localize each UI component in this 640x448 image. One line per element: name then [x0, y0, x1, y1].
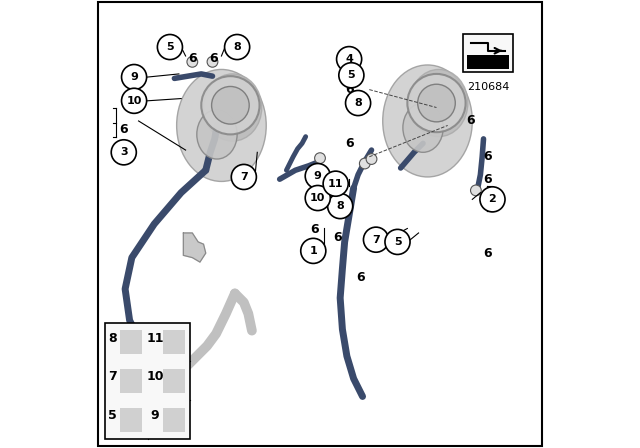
Text: 6: 6 — [188, 52, 196, 65]
Bar — [120, 369, 143, 393]
Circle shape — [305, 164, 330, 189]
Text: 9: 9 — [151, 409, 159, 422]
Text: 7: 7 — [240, 172, 248, 182]
Text: 6: 6 — [367, 237, 376, 251]
Text: 9: 9 — [314, 171, 322, 181]
Text: 9: 9 — [130, 72, 138, 82]
Ellipse shape — [197, 110, 237, 159]
Circle shape — [337, 47, 362, 72]
Circle shape — [385, 229, 410, 254]
Text: 6: 6 — [209, 52, 218, 65]
Circle shape — [346, 90, 371, 116]
Bar — [163, 408, 185, 432]
Circle shape — [111, 140, 136, 165]
Bar — [467, 55, 509, 69]
Text: 8: 8 — [336, 201, 344, 211]
Circle shape — [364, 227, 388, 252]
Text: 7: 7 — [108, 370, 117, 383]
Text: 210684: 210684 — [467, 82, 509, 91]
Text: 6: 6 — [310, 223, 319, 237]
Bar — [105, 323, 190, 439]
Text: 6: 6 — [346, 137, 355, 150]
Bar — [463, 34, 513, 72]
Circle shape — [360, 158, 370, 169]
Text: 6: 6 — [346, 83, 355, 96]
Ellipse shape — [383, 65, 472, 177]
Text: 5: 5 — [166, 42, 173, 52]
Text: 6: 6 — [484, 150, 492, 164]
Circle shape — [328, 194, 353, 219]
Circle shape — [418, 84, 455, 122]
Circle shape — [225, 34, 250, 60]
Text: 1: 1 — [309, 246, 317, 256]
Ellipse shape — [403, 103, 443, 152]
Circle shape — [315, 153, 325, 164]
Text: 11: 11 — [147, 332, 164, 345]
Text: 5: 5 — [394, 237, 401, 247]
Circle shape — [187, 56, 198, 67]
Bar — [120, 408, 143, 432]
Circle shape — [408, 74, 466, 132]
Circle shape — [122, 65, 147, 90]
Circle shape — [122, 88, 147, 113]
Text: 6: 6 — [484, 246, 492, 260]
Text: 8: 8 — [233, 42, 241, 52]
Circle shape — [212, 86, 249, 124]
Circle shape — [339, 63, 364, 88]
Circle shape — [231, 164, 257, 190]
Text: 3: 3 — [120, 147, 127, 157]
Circle shape — [323, 171, 348, 196]
Bar — [163, 369, 185, 393]
Text: 5: 5 — [348, 70, 355, 80]
Ellipse shape — [410, 69, 468, 137]
Text: 6: 6 — [333, 231, 342, 244]
Circle shape — [480, 187, 505, 212]
Text: 6: 6 — [484, 172, 492, 186]
Text: 10: 10 — [126, 96, 142, 106]
Text: 6: 6 — [356, 271, 365, 284]
Circle shape — [157, 34, 182, 60]
Circle shape — [207, 56, 218, 67]
Text: 7: 7 — [372, 235, 380, 245]
Ellipse shape — [204, 74, 262, 141]
Text: 10: 10 — [310, 193, 326, 203]
Text: 8: 8 — [354, 98, 362, 108]
Bar — [163, 330, 185, 354]
Text: 11: 11 — [328, 179, 344, 189]
Polygon shape — [184, 233, 206, 262]
Bar — [120, 330, 143, 354]
Circle shape — [470, 185, 481, 196]
Text: 10: 10 — [147, 370, 164, 383]
Circle shape — [301, 238, 326, 263]
Text: 8: 8 — [108, 332, 117, 345]
Text: 4: 4 — [345, 54, 353, 64]
Ellipse shape — [177, 69, 266, 181]
Circle shape — [202, 76, 260, 134]
Circle shape — [366, 154, 377, 164]
Circle shape — [305, 185, 330, 211]
Text: 2: 2 — [488, 194, 497, 204]
Text: 6: 6 — [120, 123, 128, 137]
Text: 5: 5 — [108, 409, 117, 422]
Text: 6: 6 — [466, 114, 474, 128]
